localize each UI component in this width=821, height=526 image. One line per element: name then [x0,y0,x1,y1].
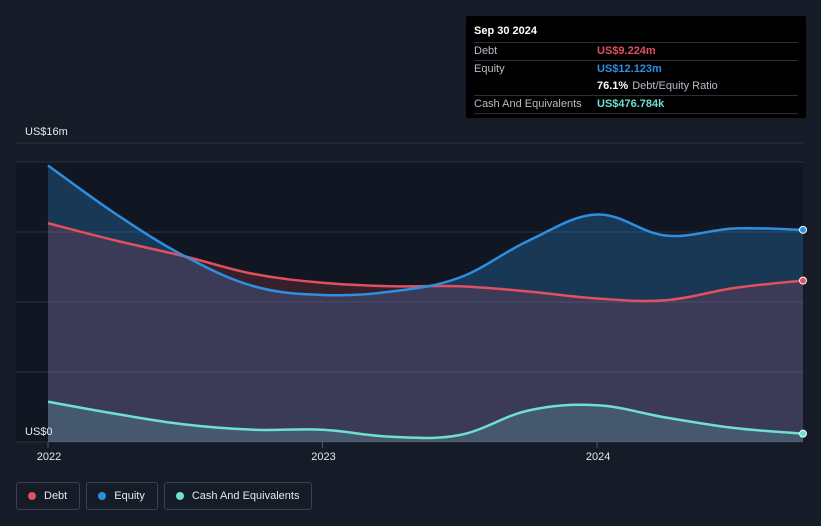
series-lines [47,164,804,440]
series-end-points[interactable] [799,225,807,438]
tooltip-row-equity: Equity US$12.123m [474,61,798,78]
chart-legend: Debt Equity Cash And Equivalents [16,482,313,510]
y-axis: US$16m US$0 [25,126,68,438]
legend-label-equity: Equity [114,490,145,502]
tooltip-row-debt: Debt US$9.224m [474,43,798,61]
tooltip-ratio-label: Debt/Equity Ratio [632,80,718,92]
tooltip-panel: Sep 30 2024 Debt US$9.224m Equity US$12.… [466,16,806,118]
legend-dot-debt [28,492,36,500]
legend-item-equity[interactable]: Equity [86,482,158,510]
x-tick-label-2024: 2024 [586,451,610,463]
end-point-equity[interactable] [799,225,807,234]
tooltip-date: Sep 30 2024 [474,24,798,43]
legend-dot-equity [98,492,107,500]
x-tick-label-2023: 2023 [311,451,335,463]
x-tick-label-2022: 2022 [37,451,61,463]
tooltip-debt-label: Debt [474,45,498,57]
tooltip-equity-label: Equity [474,63,505,75]
tooltip-ratio-value: 76.1% [597,80,629,92]
line-equity [47,164,804,297]
legend-label-debt: Debt [44,490,68,502]
tooltip-cash-label: Cash And Equivalents [474,98,582,110]
tooltip-debt-value: US$9.224m [597,45,656,57]
area-debt [48,223,803,442]
area-equity [48,165,803,442]
tooltip-equity-value: US$12.123m [597,63,662,75]
legend-dot-cash [175,492,184,500]
y-tick-label-0: US$0 [25,426,53,438]
series-areas [48,165,803,442]
tooltip-row-cash: Cash And Equivalents US$476.784k [474,96,798,114]
end-point-cash-and-equivalents[interactable] [799,429,807,438]
legend-item-cash[interactable]: Cash And Equivalents [163,482,313,510]
tooltip-cash-value: US$476.784k [597,98,665,110]
x-axis: 2022 2023 2024 [37,442,610,463]
grid-lines [16,142,803,443]
end-point-debt[interactable] [799,276,807,285]
area-cash-and-equivalents [48,401,803,442]
y-tick-label-16: US$16m [25,126,68,138]
line-cash-and-equivalents [47,400,804,440]
legend-label-cash: Cash And Equivalents [191,490,300,502]
legend-item-debt[interactable]: Debt [16,482,81,510]
tooltip-ratio-spacer [474,78,597,95]
tooltip-row-ratio: 76.1% Debt/Equity Ratio [474,78,798,96]
